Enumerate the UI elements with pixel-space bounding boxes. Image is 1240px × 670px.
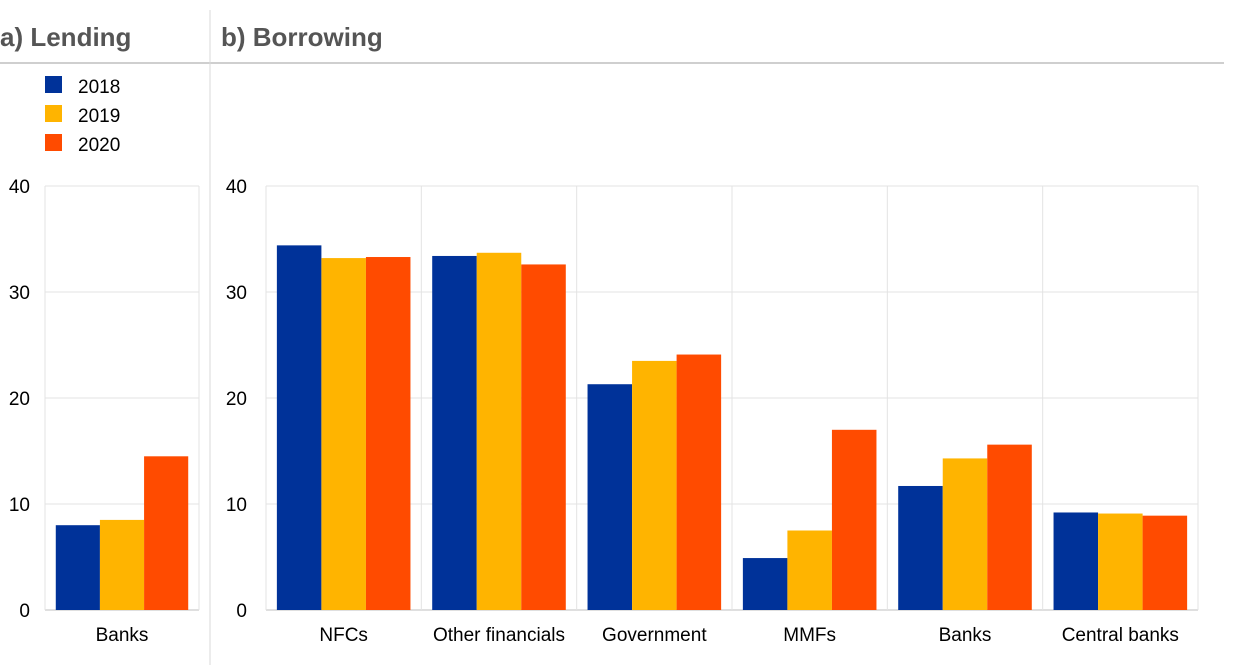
panel-b-category-label: Government (602, 625, 707, 646)
legend-swatch-2020 (45, 134, 62, 151)
panel-b-bar-2020 (521, 264, 566, 610)
panel-b-y-tick-label: 30 (226, 283, 247, 304)
panel-a-bar-2019 (99, 519, 145, 610)
panel-b-bar-2020 (831, 429, 877, 610)
panel-a-y-tick-label: 10 (9, 495, 30, 516)
panel-b-y-tick-label: 0 (236, 601, 247, 622)
panel-b-bar-2020 (987, 444, 1032, 610)
panel-b-bar-2018 (742, 558, 788, 610)
panel-b-y-tick-label: 10 (226, 495, 247, 516)
legend-label-2019: 2019 (78, 106, 120, 127)
panel-a-y-tick-label: 20 (9, 389, 30, 410)
panel-a-bar-2020 (144, 456, 189, 610)
panel-b-bar-2020 (365, 257, 411, 610)
panel-b-bar-2020 (1142, 515, 1188, 610)
panel-a-title: a) Lending (0, 22, 131, 52)
legend-label-2020: 2020 (78, 135, 120, 156)
legend: 2018 2019 2020 (45, 76, 120, 156)
panel-b-plot: 0 10 20 30 40 NFCs Other financials Government M… (226, 177, 1199, 646)
panel-b-category-label: Banks (939, 625, 992, 646)
panel-b-bar-2020 (676, 354, 722, 610)
panel-b-category-label: NFCs (319, 625, 368, 646)
panel-b-bar-2018 (432, 255, 477, 610)
panel-b-bar-2018 (587, 384, 633, 610)
panel-b-bar-2018 (898, 485, 943, 610)
panel-b-bar-2019 (321, 258, 366, 610)
panel-b-bar-2019 (1098, 513, 1143, 610)
panel-a-y-tick-label: 40 (9, 177, 30, 198)
panel-b-y-tick-label: 20 (226, 389, 247, 410)
panel-b-bar-2019 (942, 458, 988, 610)
legend-swatch-2018 (45, 76, 62, 93)
panel-b-bar-2018 (276, 245, 322, 611)
panel-b-category-label: MMFs (783, 625, 836, 646)
panel-a-y-tick-label: 0 (19, 601, 30, 622)
panel-b-bar-2018 (1053, 512, 1099, 610)
panel-a-y-tick-label: 30 (9, 283, 30, 304)
panel-a-plot: 0 10 20 30 40 Banks (9, 177, 200, 646)
panel-a-bar-2018 (55, 525, 100, 610)
legend-label-2018: 2018 (78, 77, 120, 98)
panel-b-bar-2019 (632, 360, 677, 610)
panel-b-y-tick-label: 40 (226, 177, 247, 198)
legend-swatch-2019 (45, 105, 62, 122)
panel-b-category-label: Central banks (1062, 625, 1179, 646)
panel-b-bar-2019 (476, 252, 522, 610)
panel-b-title: b) Borrowing (221, 22, 383, 52)
panel-b-category-label: Other financials (433, 625, 565, 646)
panel-b-bar-2019 (787, 530, 832, 610)
panel-a-category-label: Banks (96, 625, 149, 646)
